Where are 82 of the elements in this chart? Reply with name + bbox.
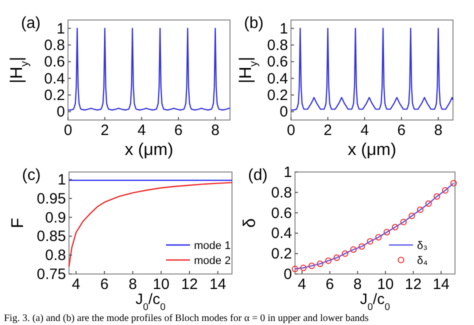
y-tick-label: 0.9	[45, 209, 66, 226]
point	[450, 180, 457, 186]
point	[325, 257, 332, 264]
point	[300, 264, 307, 272]
y-tick-label: 0.75	[36, 266, 66, 283]
y-axis-title: F	[8, 218, 27, 228]
line-series	[290, 28, 454, 111]
y-tick-label: 0	[280, 104, 288, 121]
x-tick-label: 14	[432, 276, 450, 293]
x-tick-label: 4	[72, 276, 80, 293]
y-axis-title: δ	[240, 218, 259, 228]
y-tick-label: 0.2	[44, 87, 65, 104]
y-tick-label: 0.95	[36, 190, 66, 208]
x-tick-label: 8	[434, 122, 442, 139]
x-tick-label: 4	[360, 122, 369, 139]
y-tick-label: 0.4	[267, 70, 288, 88]
line-series	[67, 28, 231, 111]
point	[434, 193, 440, 200]
y-tick-label: 1	[284, 164, 292, 181]
point	[416, 206, 424, 213]
legend-label: δ₃	[417, 240, 428, 252]
x-tick-label: 6	[100, 276, 109, 293]
point	[316, 260, 324, 268]
y-tick-label: 0.2	[267, 87, 288, 104]
x-tick-label: 10	[377, 276, 394, 293]
point	[308, 262, 315, 270]
x-tick-label: 6	[326, 276, 334, 293]
chart-title: (a)	[21, 15, 41, 32]
y-tick-label: 0.85	[36, 228, 66, 246]
point	[425, 200, 432, 207]
y-tick-label: 1	[58, 172, 66, 189]
y-tick-label: 0.8	[267, 37, 288, 54]
y-tick-label: 0	[56, 104, 65, 121]
x-tick-label: 8	[353, 276, 362, 293]
point	[392, 224, 398, 230]
point	[358, 243, 366, 250]
chart-title: (c)	[22, 167, 41, 184]
x-tick-label: 2	[324, 122, 332, 139]
point	[400, 218, 407, 226]
legend-label: mode 2	[194, 255, 231, 267]
caption: Fig. 3. (a) and (b) are the mode profiles of Bloch modes for α = 0 in upper and lower bands	[4, 313, 369, 324]
y-tick-label: 0.8	[45, 247, 66, 264]
point	[375, 234, 382, 241]
x-tick-label: 6	[397, 122, 406, 139]
x-axis-title: J$_{0}$/c$_{0}$	[360, 291, 391, 312]
line-series	[68, 182, 233, 268]
point	[442, 187, 449, 194]
point	[408, 212, 416, 220]
point	[350, 246, 357, 253]
point	[366, 238, 374, 245]
x-tick-label: 14	[209, 276, 226, 293]
y-tick-label: 0.6	[271, 204, 292, 222]
point	[292, 266, 298, 272]
x-axis-title: x (μm)	[348, 140, 396, 159]
x-tick-label: 6	[174, 122, 183, 139]
x-tick-label: 4	[137, 122, 146, 139]
line-series	[294, 182, 454, 270]
y-tick-label: 0.8	[44, 37, 65, 54]
x-axis-title: x (μm)	[124, 140, 174, 159]
legend-label: mode 1	[194, 240, 231, 252]
point	[333, 254, 340, 261]
y-tick-label: 0.6	[267, 54, 288, 71]
x-tick-label: 10	[152, 276, 170, 293]
y-tick-label: 1	[280, 20, 288, 38]
x-tick-label: 2	[100, 122, 109, 139]
point	[342, 250, 348, 257]
legend-label: δ₄	[417, 255, 428, 267]
x-tick-label: 12	[404, 276, 422, 293]
y-tick-label: 1	[56, 20, 65, 38]
x-tick-label: 8	[128, 276, 137, 293]
y-tick-label: 0.2	[271, 246, 292, 263]
y-tick-label: 0.4	[271, 225, 292, 242]
point	[384, 228, 390, 236]
chart-title: (d)	[248, 167, 268, 184]
x-tick-label: 8	[211, 122, 220, 139]
chart-title: (b)	[244, 15, 264, 32]
y-tick-label: 0.8	[271, 184, 292, 202]
y-tick-label: 0.6	[44, 54, 65, 71]
y-tick-label: 0.4	[44, 70, 65, 88]
x-tick-label: 12	[181, 276, 198, 293]
x-axis-title: J$_{0}$/c$_{0}$	[135, 291, 166, 312]
x-tick-label: 4	[298, 276, 306, 293]
